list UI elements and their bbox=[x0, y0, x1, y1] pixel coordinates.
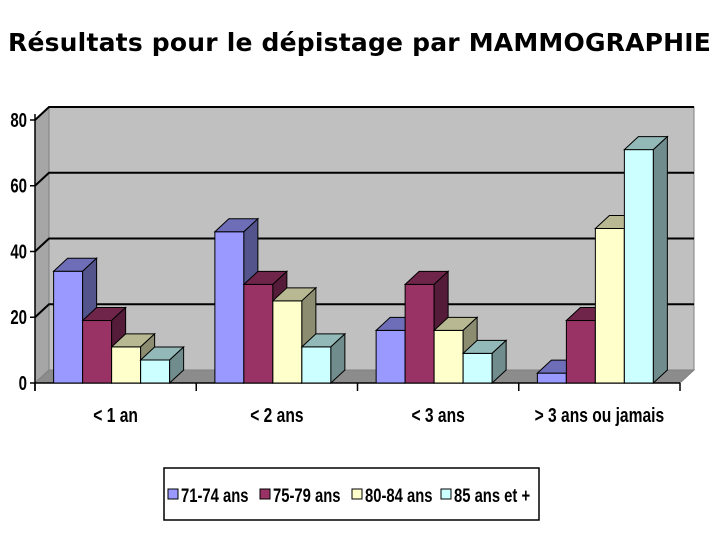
chart-title: Résultats pour le dépistage par MAMMOGRA… bbox=[8, 28, 712, 57]
legend-swatch bbox=[440, 488, 452, 500]
legend-label: 80-84 ans bbox=[365, 485, 432, 506]
gridline bbox=[34, 171, 694, 187]
bars bbox=[52, 135, 669, 385]
y-tick-label: 0 bbox=[19, 372, 27, 395]
y-tick-label: 80 bbox=[10, 109, 27, 132]
bar bbox=[139, 345, 185, 385]
legend-swatch bbox=[259, 488, 271, 500]
gridline bbox=[34, 106, 694, 121]
gridline bbox=[34, 303, 694, 318]
gridline bbox=[34, 237, 694, 253]
bar bbox=[623, 135, 669, 385]
gridlines bbox=[34, 106, 694, 318]
legend: 71-74 ans 75-79 ans 80-84 ans 85 ans et + bbox=[163, 467, 540, 521]
legend-label: 75-79 ans bbox=[273, 485, 340, 506]
legend-swatch bbox=[167, 488, 179, 500]
y-tick-label: 20 bbox=[10, 306, 27, 329]
y-tick-label: 60 bbox=[10, 175, 27, 198]
x-category-label: < 3 ans bbox=[411, 404, 464, 426]
x-category-label: < 1 an bbox=[93, 404, 138, 426]
bar bbox=[271, 286, 318, 385]
legend-label: 85 ans et + bbox=[454, 485, 530, 506]
y-tick-label: 40 bbox=[10, 240, 27, 263]
y-tick-labels: 0 20 40 60 80 bbox=[10, 109, 27, 395]
legend-swatch bbox=[351, 488, 363, 500]
bar bbox=[300, 332, 347, 385]
legend-label: 71-74 ans bbox=[181, 485, 248, 506]
bar bbox=[461, 339, 508, 385]
x-category-label: > 3 ans ou jamais bbox=[535, 404, 665, 426]
x-category-label: < 2 ans bbox=[250, 404, 303, 426]
x-category-labels: < 1 an < 2 ans < 3 ans > 3 ans ou jamais bbox=[93, 404, 664, 426]
